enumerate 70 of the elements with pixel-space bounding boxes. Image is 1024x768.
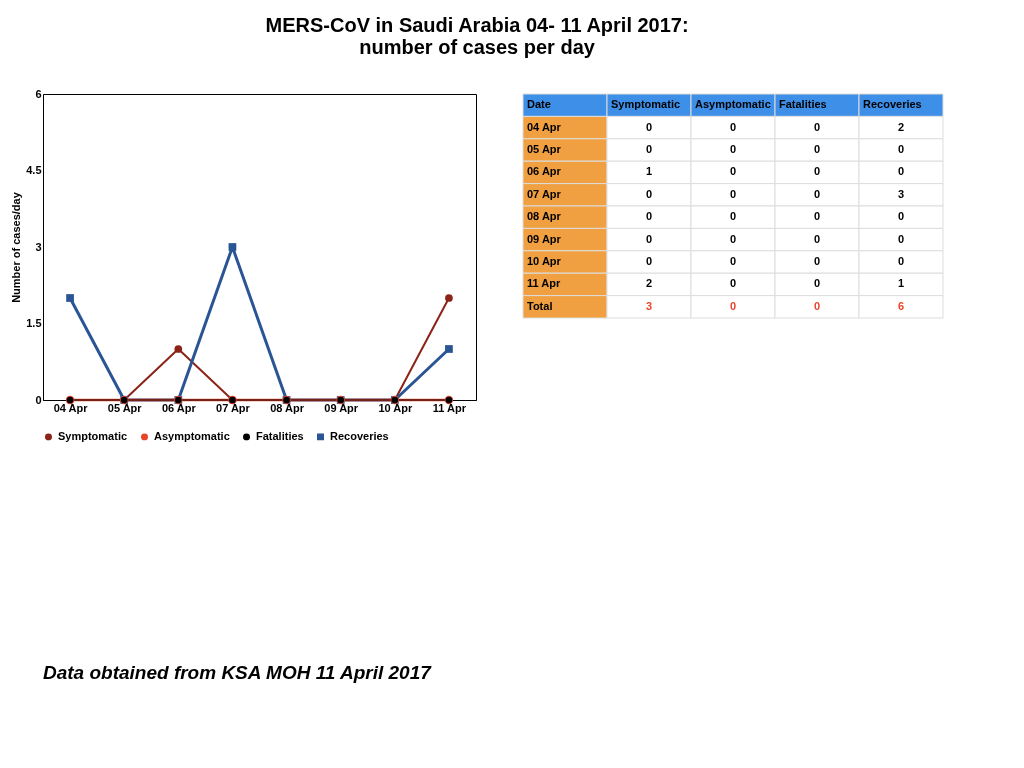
x-tick-label: 11 Apr [432, 401, 467, 414]
data-label: 0 [645, 143, 653, 155]
x-tick-label: 08 Apr [270, 401, 305, 414]
y-tick-label: Total [527, 299, 553, 312]
data-label: 0 [729, 255, 737, 267]
y-tick-label: 0 [35, 393, 42, 406]
x-tick-label: 05 Apr [107, 401, 143, 414]
data-label: 0 [813, 120, 821, 133]
data-label: 0 [813, 143, 821, 155]
x-tick-label: Asymptomatic [695, 98, 771, 111]
data-label: 0 [897, 210, 905, 223]
data-label: 0 [645, 210, 653, 223]
x-tick-label: 09 Apr [324, 401, 359, 414]
y-tick-label: 04 Apr [527, 120, 562, 133]
y-axis-title: Number of cases/day [10, 191, 23, 303]
data-label: 2 [645, 277, 653, 290]
x-tick-label: 06 Apr [161, 401, 197, 414]
data-label: 0 [813, 165, 821, 178]
legend-label: Fatalities [256, 429, 304, 442]
legend-label: Symptomatic [58, 429, 128, 442]
x-tick-label: 10 Apr [378, 401, 413, 414]
y-tick-label: 05 Apr [527, 143, 562, 155]
data-label: 0 [729, 232, 737, 245]
data-label: 0 [645, 120, 653, 133]
data-label: 0 [813, 255, 821, 267]
x-tick-label: Fatalities [779, 98, 827, 111]
data-label: 0 [729, 143, 737, 155]
x-tick-label: 07 Apr [216, 401, 251, 414]
data-label: 0 [813, 210, 821, 223]
text: Data obtained from KSA MOH 11 April 2017 [43, 662, 433, 683]
data-label: 0 [897, 165, 905, 178]
x-tick-label: Symptomatic [611, 98, 681, 111]
data-label: 0 [813, 187, 821, 200]
y-tick-label: 08 Apr [527, 210, 562, 223]
data-label: 0 [729, 165, 737, 178]
data-label: 1 [897, 277, 905, 290]
data-label: 0 [813, 299, 821, 312]
y-axis-title: Date [527, 98, 551, 111]
data-label: 0 [897, 143, 905, 155]
data-label: 0 [897, 255, 905, 267]
data-label: 2 [897, 120, 905, 133]
y-tick-label: 3 [35, 240, 42, 253]
data-label: 0 [729, 210, 737, 223]
x-tick-label: Recoveries [863, 98, 922, 111]
data-label: 3 [897, 187, 905, 200]
data-label: 1 [645, 165, 653, 178]
data-label: 0 [813, 277, 821, 290]
data-label: 3 [645, 299, 653, 312]
y-tick-label: 10 Apr [527, 255, 562, 267]
data-label: 0 [729, 277, 737, 290]
y-tick-label: 6 [35, 87, 42, 100]
data-label: 0 [645, 255, 653, 267]
data-label: 0 [729, 120, 737, 133]
y-tick-label: 4.5 [26, 164, 42, 176]
data-label: 6 [897, 299, 905, 312]
data-label: 0 [813, 232, 821, 245]
legend-label: Recoveries [330, 429, 389, 442]
legend-label: Asymptomatic [154, 429, 230, 442]
data-label: 0 [729, 187, 737, 200]
chart-title: MERS-CoV in Saudi Arabia 04- 11 April 2017: number of cases per day [265, 13, 689, 58]
data-label: 0 [729, 299, 737, 312]
x-tick-label: 04 Apr [53, 401, 89, 414]
data-label: 0 [645, 187, 653, 200]
y-tick-label: 06 Apr [527, 165, 562, 178]
y-tick-label: 1.5 [26, 317, 42, 329]
data-label: 0 [897, 232, 905, 245]
y-tick-label: 07 Apr [527, 187, 562, 200]
data-label: 0 [645, 232, 653, 245]
y-tick-label: 11 Apr [527, 277, 561, 290]
y-tick-label: 09 Apr [527, 232, 562, 245]
